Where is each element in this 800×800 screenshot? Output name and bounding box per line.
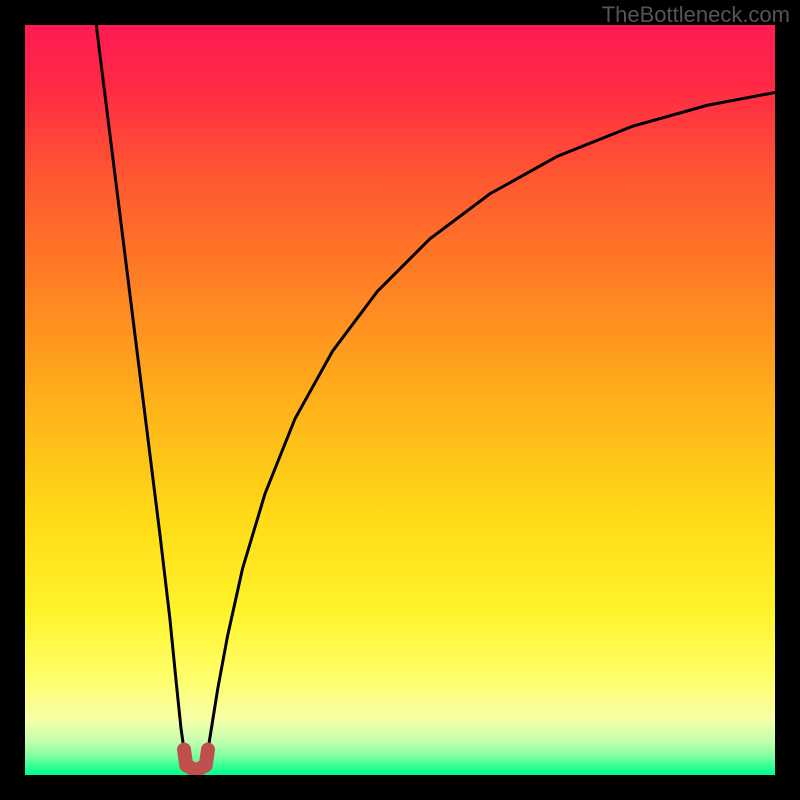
plot-background [25,25,775,775]
bottleneck-chart: TheBottleneck.com [0,0,800,800]
attribution-label: TheBottleneck.com [602,2,790,28]
chart-svg [0,0,800,800]
